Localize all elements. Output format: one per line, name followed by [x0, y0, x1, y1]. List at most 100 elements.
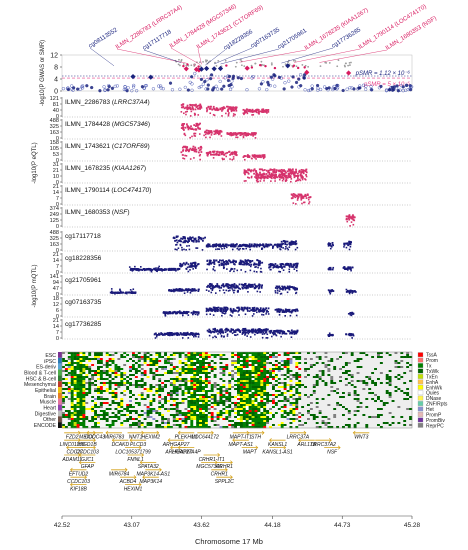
mqtl-point	[275, 308, 278, 311]
chromatin-cell	[146, 356, 150, 359]
mqtl-point	[281, 288, 284, 291]
chromatin-cell	[79, 354, 83, 357]
chromatin-cell	[158, 354, 162, 357]
eqtl-point	[208, 151, 211, 154]
chromatin-cell	[190, 398, 194, 401]
chromatin-cell	[167, 376, 171, 379]
chromatin-cell	[64, 424, 69, 427]
chromatin-cell	[172, 384, 176, 387]
eqtl-point	[256, 111, 258, 114]
chromatin-cell	[181, 426, 185, 429]
chromatin-cell	[184, 426, 188, 429]
epigenome-group-swatch	[58, 375, 62, 382]
chromatin-cell	[108, 390, 112, 393]
mqtl-point	[110, 288, 113, 290]
epigenome-group-swatch	[58, 387, 62, 393]
chromatin-cell	[143, 374, 147, 377]
chromatin-cell	[97, 366, 101, 369]
mqtl-point	[238, 262, 241, 265]
mqtl-point	[185, 268, 188, 270]
eqtl-point	[216, 150, 219, 153]
eqtl-point	[215, 153, 218, 155]
chromatin-cell	[155, 384, 159, 387]
chromatin-cell	[190, 360, 194, 363]
mqtl-point	[254, 309, 257, 312]
gwas-point	[188, 80, 192, 85]
chromatin-cell	[193, 390, 197, 393]
chromatin-cell	[164, 364, 168, 367]
chromatin-cell	[190, 374, 194, 377]
mqtl-point	[252, 313, 255, 315]
mqtl-point	[265, 329, 268, 332]
eqtl-point	[200, 105, 203, 108]
chromatin-cell	[158, 366, 162, 369]
mqtl-point	[117, 291, 120, 294]
mqtl-point	[293, 241, 296, 243]
chromatin-cell	[184, 390, 188, 393]
chromatin-cell	[169, 394, 174, 397]
chromatin-cell	[152, 414, 156, 417]
mqtl-point	[246, 284, 249, 287]
chromatin-cell	[184, 386, 188, 389]
eqtl-point	[181, 127, 184, 129]
gwas-point	[115, 84, 120, 88]
eqtl-point	[263, 175, 266, 178]
mqtl-point	[293, 268, 296, 270]
chromatin-cell	[129, 376, 133, 379]
chromatin-cell	[175, 398, 179, 401]
chromatin-cell	[79, 410, 83, 413]
chromatin-cell	[85, 362, 89, 365]
chromatin-cell	[137, 426, 141, 429]
mqtl-point	[209, 313, 212, 316]
chromatin-cell	[105, 354, 109, 357]
mqtl-point	[214, 328, 216, 331]
mqtl-point	[196, 240, 198, 243]
mqtl-point	[244, 331, 247, 334]
chromatin-cell	[149, 408, 153, 411]
eqtl-point	[200, 106, 203, 109]
mqtl-point	[246, 259, 248, 262]
chromatin-cell	[184, 368, 188, 371]
chromatin-cell	[155, 356, 159, 359]
eqtl-point	[235, 109, 238, 112]
mqtl-point	[253, 287, 256, 290]
gwas-point-grey	[349, 64, 351, 66]
chromatin-cell	[175, 416, 179, 419]
mqtl-point	[254, 331, 257, 334]
chromatin-cell	[146, 396, 150, 399]
chromatin-cell	[97, 358, 101, 361]
chromatin-cell	[175, 424, 179, 427]
y-tick-label: 158	[50, 140, 59, 146]
mqtl-point	[256, 332, 259, 335]
gwas-point	[231, 76, 235, 81]
mqtl-point	[197, 238, 200, 241]
mqtl-point	[276, 287, 279, 290]
mqtl-point	[349, 314, 352, 316]
eqtl-point	[185, 113, 187, 116]
chromatin-cell	[62, 404, 66, 407]
chromatin-cell	[187, 424, 191, 427]
mqtl-point	[222, 259, 224, 262]
chromatin-cell	[184, 364, 188, 367]
chromatin-cell	[105, 376, 109, 379]
chromatin-cell	[117, 360, 121, 363]
chromatin-cell	[67, 414, 71, 417]
mqtl-point	[349, 311, 352, 314]
eqtl-point	[264, 110, 267, 113]
mqtl-point	[276, 285, 279, 288]
mqtl-point	[175, 312, 177, 314]
chromatin-cell	[164, 420, 168, 423]
chromatin-cell	[76, 388, 80, 391]
eqtl-point	[259, 171, 261, 174]
chromatin-cell	[169, 418, 174, 421]
mqtl-point	[257, 264, 260, 267]
gwas-point	[230, 79, 234, 83]
chromatin-cell	[146, 376, 150, 379]
chromatin-cell	[134, 418, 139, 421]
mqtl-point	[231, 261, 234, 263]
mqtl-point	[210, 283, 213, 286]
chromatin-cell	[164, 414, 168, 417]
chromatin-cell	[108, 372, 112, 375]
chromatin-cell	[64, 376, 69, 379]
chromatin-cell	[161, 366, 165, 369]
